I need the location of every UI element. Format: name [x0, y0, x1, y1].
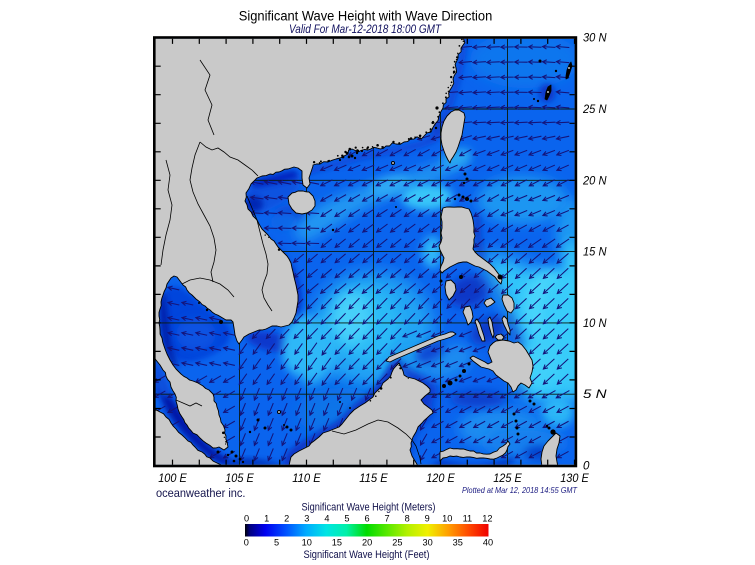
svg-text:40: 40 — [483, 537, 493, 547]
svg-text:1: 1 — [264, 514, 269, 524]
svg-text:oceanweather inc.: oceanweather inc. — [156, 486, 246, 500]
svg-text:25 N: 25 N — [582, 103, 607, 116]
svg-text:100 E: 100 E — [158, 472, 187, 485]
svg-text:12: 12 — [482, 514, 492, 524]
svg-text:7: 7 — [385, 514, 390, 524]
svg-text:15 N: 15 N — [583, 246, 607, 259]
svg-text:2: 2 — [284, 514, 289, 524]
svg-text:5: 5 — [344, 514, 349, 524]
svg-text:Valid For Mar-12-2018 18:00 GM: Valid For Mar-12-2018 18:00 GMT — [289, 22, 442, 36]
svg-text:35: 35 — [453, 537, 463, 547]
svg-text:110 E: 110 E — [292, 472, 321, 485]
svg-text:115 E: 115 E — [359, 472, 388, 485]
svg-text:20: 20 — [362, 537, 372, 547]
svg-text:120 E: 120 E — [426, 472, 455, 485]
svg-text:Significant Wave Height (Meter: Significant Wave Height (Meters) — [302, 502, 436, 514]
svg-text:Significant Wave Height with W: Significant Wave Height with Wave Direct… — [239, 8, 493, 23]
svg-text:10 N: 10 N — [583, 317, 607, 330]
svg-text:105 E: 105 E — [225, 472, 254, 485]
svg-text:5: 5 — [274, 537, 279, 547]
svg-text:10: 10 — [442, 514, 452, 524]
svg-text:15: 15 — [332, 537, 342, 547]
svg-text:11: 11 — [463, 514, 473, 524]
svg-text:0: 0 — [244, 537, 249, 547]
svg-text:125 E: 125 E — [493, 472, 522, 485]
svg-text:Significant Wave Height (Feet): Significant Wave Height (Feet) — [304, 549, 430, 560]
svg-text:Plotted at Mar 12, 2018 14:55: Plotted at Mar 12, 2018 14:55 GMT — [462, 486, 578, 495]
svg-text:130 E: 130 E — [560, 472, 589, 485]
svg-text:10: 10 — [302, 537, 312, 547]
svg-text:25: 25 — [392, 537, 402, 547]
svg-text:5 N: 5 N — [583, 388, 607, 401]
svg-text:30 N: 30 N — [583, 32, 607, 45]
svg-text:0: 0 — [244, 514, 249, 524]
svg-text:20 N: 20 N — [582, 174, 607, 187]
svg-text:6: 6 — [364, 514, 369, 524]
svg-text:0: 0 — [583, 460, 590, 473]
svg-text:3: 3 — [304, 514, 309, 524]
svg-text:8: 8 — [405, 514, 410, 524]
svg-text:30: 30 — [422, 537, 432, 547]
svg-text:9: 9 — [425, 514, 430, 524]
svg-text:4: 4 — [324, 514, 329, 524]
